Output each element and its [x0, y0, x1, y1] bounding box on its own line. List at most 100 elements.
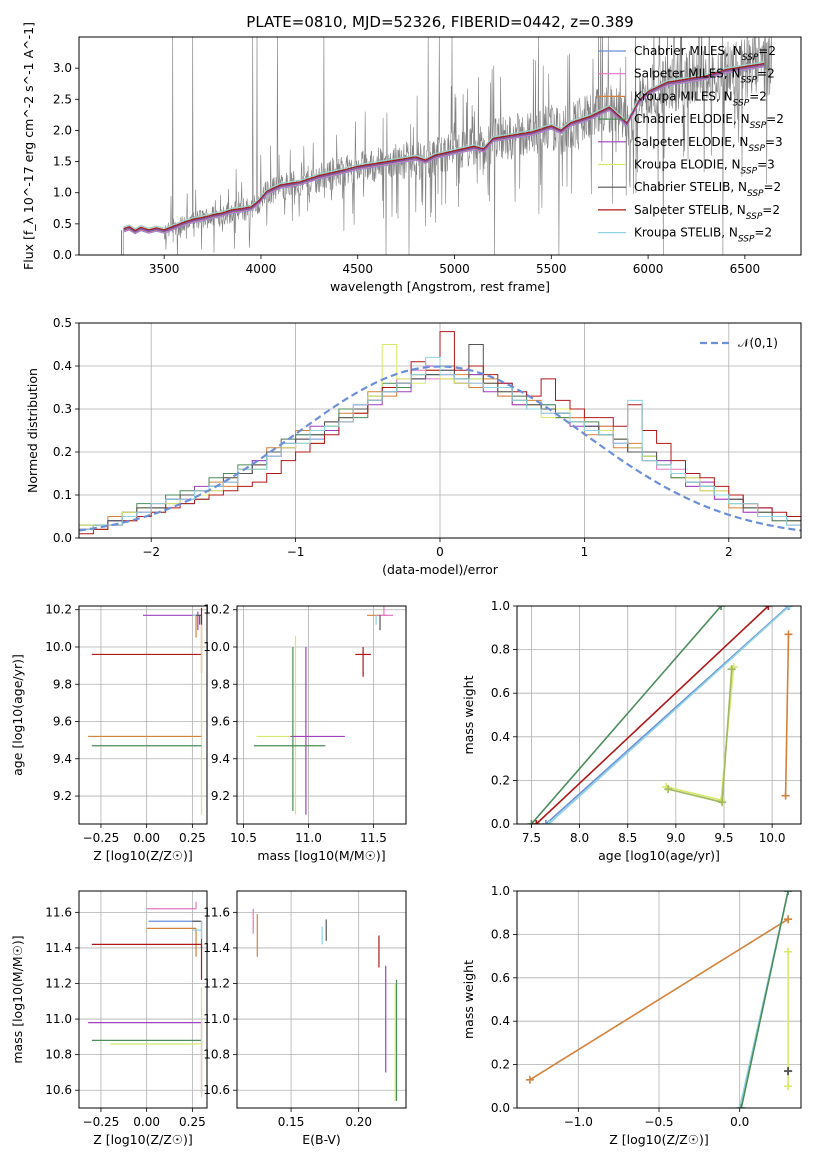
y-tick-label: 0.6: [491, 971, 510, 985]
legend-text: =3: [765, 135, 783, 149]
y-tick-label: 0.1: [53, 488, 72, 502]
x-tick-label: 9.0: [666, 831, 685, 845]
y-tick-label: 10.6: [203, 1083, 230, 1097]
y-tick-label: 0.2: [53, 445, 72, 459]
x-axis-label: E(B-V): [302, 1132, 341, 1147]
weight-marker: [527, 820, 536, 824]
y-tick-label: 0.5: [53, 316, 72, 330]
legend-text: Salpeter MILES, N: [634, 67, 741, 81]
x-tick-label: 0.0: [730, 1115, 749, 1129]
y-tick-label: 11.6: [203, 905, 230, 919]
weight-marker: [784, 1067, 793, 1076]
x-tick-label: −1: [287, 545, 305, 559]
legend-label: 𝒩(0,1): [738, 336, 778, 350]
x-tick-label: 4000: [246, 262, 277, 276]
legend-subscript: SSP: [748, 144, 765, 154]
weight-line: [784, 634, 790, 796]
axes-frame: [236, 890, 407, 1109]
weight-line: [529, 918, 789, 1081]
legend-text: =3: [757, 158, 775, 172]
legend-text: Kroupa MILES, N: [634, 89, 733, 103]
y-tick-label: 1.0: [53, 186, 72, 200]
y-tick-label: 9.8: [53, 677, 72, 691]
legend-subscript: SSP: [747, 189, 764, 199]
legend-label: Chabrier MILES, NSSP=2: [634, 44, 776, 63]
weight-marker: [727, 665, 736, 674]
y-tick-label: 0.0: [53, 248, 72, 262]
y-tick-label: 11.2: [203, 976, 230, 990]
x-tick-label: 0.00: [133, 831, 160, 845]
y-axis-label: mass weight: [461, 675, 476, 754]
weight-line: [740, 891, 789, 1108]
plot-area: [88, 901, 203, 1098]
panel-residuals: −2 −1 0 1 2 0.0 0.1 0.2 0.3 0.4 0.5 (data-model)/er…: [25, 316, 802, 577]
x-tick-label: 0.25: [179, 1115, 206, 1129]
weight-marker: [764, 606, 773, 610]
y-tick-label: 11.4: [203, 941, 230, 955]
y-tick-label: 10.2: [45, 603, 72, 617]
legend-text: Chabrier MILES, N: [634, 44, 742, 58]
x-tick-label: 0: [436, 545, 444, 559]
panel-spectrum: 3500 4000 4500 5000 5500 6000 6500 0.0 0.5 1.0 1.5…: [21, 13, 802, 294]
weight-marker: [784, 947, 793, 956]
y-tick-label: 11.6: [45, 905, 72, 919]
weight-line: [530, 606, 722, 824]
y-tick-label: 11.0: [45, 1012, 72, 1026]
x-tick-label: 9.5: [714, 831, 733, 845]
weight-marker: [781, 791, 790, 800]
legend-label: Kroupa ELODIE, NSSP=3: [634, 158, 775, 177]
legend-text: =2: [766, 112, 784, 126]
legend-label: Salpeter MILES, NSSP=2: [634, 67, 775, 86]
legend-label: Kroupa MILES, NSSP=2: [634, 89, 767, 108]
legend-subscript: SSP: [746, 212, 763, 222]
panel-weight_vs_Z: −1.0 −0.5 0.0 0.0 0.2 0.4 0.6 0.8 1.0 Z [log10(Z/…: [461, 884, 802, 1147]
legend-subscript: SSP: [742, 53, 759, 63]
weight-marker: [737, 1104, 746, 1108]
x-tick-label: 0.00: [133, 1115, 160, 1129]
panel-mass_vs_EBV: 0.15 0.20 10.6 10.8 11.0 11.2 11.4 11.6 E(B-V): [203, 890, 407, 1147]
y-tick-label: 1.0: [491, 884, 510, 898]
x-axis-label: Z [log10(Z/Z☉)]: [93, 1132, 193, 1147]
weight-marker: [784, 1082, 793, 1091]
panel-weight_vs_age: 7.5 8.0 8.5 9.0 9.5 10.0 0.0 0.2 0.4 0.6 0.8 1.0 age…: [461, 599, 802, 863]
y-tick-label: 0.8: [491, 643, 510, 657]
weight-marker: [784, 891, 793, 895]
y-tick-label: 9.6: [53, 715, 72, 729]
x-axis-label: mass [log10(M/M☉)]: [257, 848, 385, 863]
y-tick-label: 9.8: [211, 677, 230, 691]
y-tick-label: 9.6: [211, 715, 230, 729]
x-tick-label: −0.25: [83, 1115, 120, 1129]
y-tick-label: 11.0: [203, 1012, 230, 1026]
x-tick-label: 8.5: [618, 831, 637, 845]
legend-label: Salpeter ELODIE, NSSP=3: [634, 135, 783, 154]
model-fit-line: [123, 62, 765, 231]
x-axis-label: (data-model)/error: [382, 562, 499, 577]
weight-marker: [541, 820, 550, 824]
weight-line: [545, 606, 790, 824]
x-tick-label: 0.25: [179, 831, 206, 845]
y-tick-label: 0.0: [491, 1101, 510, 1115]
legend-label: Chabrier ELODIE, NSSP=2: [634, 112, 784, 131]
y-tick-label: 9.2: [211, 789, 230, 803]
weight-marker: [532, 820, 541, 824]
x-tick-label: 5500: [536, 262, 567, 276]
y-tick-label: 3.0: [53, 61, 72, 75]
y-axis-label: Normed distribution: [25, 368, 40, 493]
x-tick-label: 11.5: [360, 831, 387, 845]
weight-line: [535, 606, 769, 824]
y-axis-label: age [log10(age/yr)]: [10, 654, 25, 776]
y-tick-label: 0.3: [53, 402, 72, 416]
y-axis-label: mass weight: [461, 960, 476, 1039]
y-tick-label: 1.0: [491, 599, 510, 613]
observed-spectrum: [121, 37, 773, 255]
x-tick-label: 6000: [633, 262, 664, 276]
weight-marker: [785, 606, 794, 610]
legend-text: =2: [762, 203, 780, 217]
y-tick-label: 10.0: [203, 640, 230, 654]
weight-marker: [525, 1075, 534, 1084]
x-tick-label: 10.0: [759, 831, 786, 845]
legend-text: =2: [758, 44, 776, 58]
y-axis-label: mass [log10(M/M☉)]: [10, 935, 25, 1063]
x-tick-label: 5000: [439, 262, 470, 276]
plot-area: [252, 908, 398, 1101]
